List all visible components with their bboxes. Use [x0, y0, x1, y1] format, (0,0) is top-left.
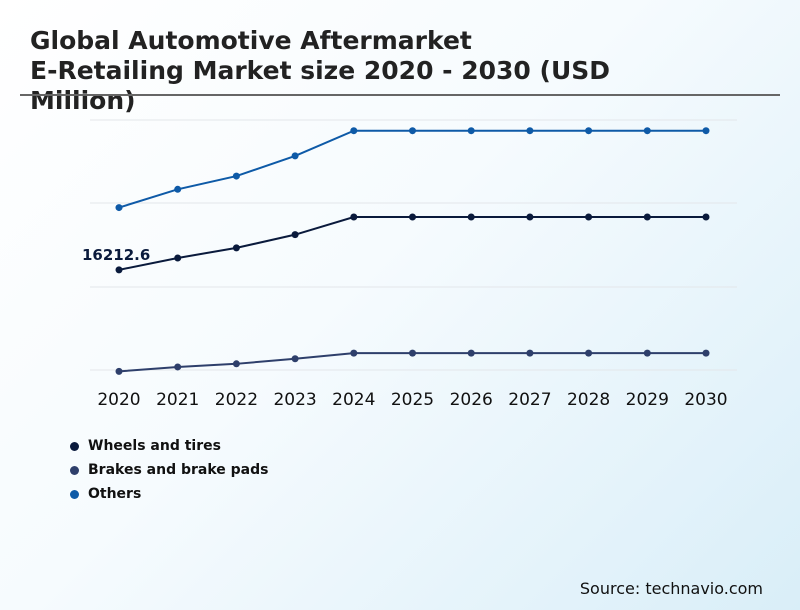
data-point: [291, 355, 299, 363]
source-credit: Source: technavio.com: [579, 579, 763, 598]
data-point: [174, 363, 182, 371]
data-point: [526, 127, 534, 135]
x-tick-label: 2029: [626, 390, 669, 410]
x-tick-label: 2025: [391, 390, 434, 410]
title-divider: [20, 94, 780, 96]
data-point: [232, 360, 240, 368]
data-point: [291, 152, 299, 160]
data-point: [526, 213, 534, 221]
chart-title-line-3: Million): [30, 86, 136, 115]
data-point: [585, 349, 593, 357]
x-tick-label: 2022: [215, 390, 258, 410]
x-tick-label: 2024: [332, 390, 375, 410]
legend-marker-wheels: [70, 441, 79, 451]
data-point: [467, 127, 475, 135]
x-tick-label: 2020: [97, 390, 140, 410]
legend-marker-others: [70, 489, 79, 499]
chart-title: Global Automotive Aftermarket E-Retailin…: [30, 26, 730, 116]
data-point: [115, 367, 123, 375]
legend-item-others: Others: [70, 482, 268, 506]
data-point: [526, 349, 534, 357]
x-tick-label: 2028: [567, 390, 610, 410]
data-point: [409, 127, 416, 135]
data-point: [585, 213, 593, 221]
legend-item-wheels: Wheels and tires: [70, 434, 268, 458]
data-point: [467, 349, 475, 357]
data-point: [643, 213, 651, 221]
data-point: [702, 213, 710, 221]
legend-marker-brakes: [70, 465, 79, 475]
x-tick-label: 2030: [684, 390, 727, 410]
x-tick-label: 2026: [450, 390, 493, 410]
data-point: [115, 266, 123, 274]
data-point: [174, 185, 182, 193]
series-line: [118, 129, 706, 209]
x-tick-label: 2021: [156, 390, 199, 410]
data-point: [350, 349, 358, 357]
x-tick-label: 2023: [273, 390, 316, 410]
x-tick-label: 2027: [508, 390, 551, 410]
data-point: [585, 127, 593, 135]
data-point: [643, 127, 651, 135]
legend-item-brakes: Brakes and brake pads: [70, 458, 268, 482]
data-point: [643, 349, 651, 357]
chart-title-line-1: Global Automotive Aftermarket: [30, 26, 472, 55]
data-point: [702, 349, 710, 357]
chart-title-line-2: E-Retailing Market size 2020 - 2030 (USD: [30, 56, 611, 85]
legend: Wheels and tires Brakes and brake pads O…: [70, 434, 268, 506]
legend-label-brakes: Brakes and brake pads: [88, 462, 269, 478]
data-point: [409, 213, 416, 221]
data-point: [409, 349, 416, 357]
legend-label-others: Others: [88, 486, 142, 502]
legend-label-wheels: Wheels and tires: [88, 438, 221, 454]
data-label: 16212.6: [82, 246, 150, 264]
data-point: [291, 231, 299, 239]
series-line: [118, 216, 706, 271]
data-point: [232, 244, 240, 252]
data-point: [350, 127, 358, 135]
data-point: [467, 213, 475, 221]
data-point: [702, 127, 710, 135]
data-point: [174, 254, 182, 262]
data-point: [232, 172, 240, 180]
data-point: [115, 204, 123, 212]
data-point: [350, 213, 358, 221]
